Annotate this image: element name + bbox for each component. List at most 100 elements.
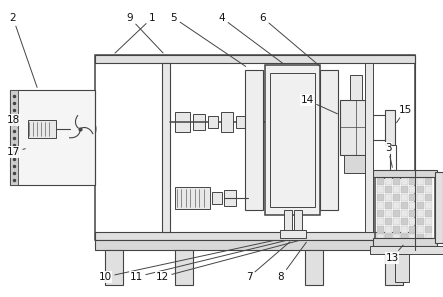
Bar xyxy=(385,234,392,241)
Bar xyxy=(401,194,408,201)
Bar xyxy=(95,232,415,240)
Bar xyxy=(270,73,315,207)
Bar xyxy=(175,187,210,209)
Bar xyxy=(10,90,95,185)
Bar xyxy=(385,226,392,233)
Bar xyxy=(425,234,432,241)
Bar xyxy=(401,210,408,217)
Text: 5: 5 xyxy=(171,13,246,67)
Bar xyxy=(409,226,416,233)
Bar xyxy=(280,230,306,238)
Bar xyxy=(395,254,409,282)
Bar xyxy=(377,234,384,241)
Bar xyxy=(435,172,443,243)
Bar xyxy=(377,178,384,185)
Text: 15: 15 xyxy=(396,105,412,123)
Bar xyxy=(377,218,384,225)
Bar xyxy=(425,226,432,233)
Bar xyxy=(417,234,424,241)
Text: 7: 7 xyxy=(246,242,290,282)
Bar xyxy=(393,226,400,233)
Bar xyxy=(393,210,400,217)
Bar xyxy=(105,250,123,285)
Bar xyxy=(236,116,246,128)
Bar xyxy=(393,178,400,185)
Bar xyxy=(409,218,416,225)
Bar xyxy=(425,210,432,217)
Bar xyxy=(377,226,384,233)
Text: 9: 9 xyxy=(127,13,163,53)
Text: 13: 13 xyxy=(385,245,403,263)
Text: 3: 3 xyxy=(385,143,392,167)
Bar xyxy=(425,186,432,193)
Bar xyxy=(340,100,372,155)
Bar xyxy=(212,192,222,204)
Bar xyxy=(417,218,424,225)
Bar xyxy=(385,178,392,185)
Text: 14: 14 xyxy=(300,95,338,114)
Bar xyxy=(417,194,424,201)
Bar xyxy=(375,175,435,240)
Bar xyxy=(373,238,437,246)
Text: 18: 18 xyxy=(6,115,19,128)
Bar xyxy=(95,240,415,250)
Bar xyxy=(425,218,432,225)
Bar xyxy=(417,178,424,185)
Bar xyxy=(409,210,416,217)
Bar xyxy=(409,178,416,185)
Text: 11: 11 xyxy=(129,241,285,282)
Bar xyxy=(417,186,424,193)
Bar xyxy=(385,110,395,145)
Text: 12: 12 xyxy=(155,241,298,282)
Bar xyxy=(409,202,416,209)
Bar xyxy=(350,75,362,100)
Bar xyxy=(385,250,403,285)
Text: 6: 6 xyxy=(260,13,320,66)
Bar xyxy=(365,63,373,232)
Bar xyxy=(393,234,400,241)
Bar xyxy=(401,186,408,193)
Bar xyxy=(377,210,384,217)
Bar xyxy=(401,234,408,241)
Bar xyxy=(265,65,320,215)
Bar xyxy=(95,55,415,240)
Bar xyxy=(208,116,218,128)
Bar xyxy=(373,170,437,177)
Bar xyxy=(401,178,408,185)
Bar xyxy=(383,170,401,178)
Bar xyxy=(401,202,408,209)
Bar xyxy=(385,186,392,193)
Bar xyxy=(385,202,392,209)
Bar xyxy=(401,218,408,225)
Bar xyxy=(224,190,236,206)
Bar xyxy=(175,250,193,285)
Bar xyxy=(377,194,384,201)
Bar xyxy=(320,70,338,210)
Bar xyxy=(305,250,323,285)
Bar xyxy=(175,112,190,132)
Bar xyxy=(221,112,233,132)
Bar xyxy=(95,55,415,63)
Bar xyxy=(393,202,400,209)
Bar xyxy=(393,186,400,193)
Bar xyxy=(393,218,400,225)
Bar xyxy=(409,234,416,241)
Text: 1: 1 xyxy=(115,13,155,53)
Text: 17: 17 xyxy=(6,147,25,157)
Bar xyxy=(10,90,18,185)
Bar xyxy=(385,194,392,201)
Text: 2: 2 xyxy=(10,13,37,87)
Bar xyxy=(417,202,424,209)
Text: 8: 8 xyxy=(278,242,307,282)
Bar xyxy=(417,226,424,233)
Bar xyxy=(385,218,392,225)
Bar xyxy=(425,202,432,209)
Bar xyxy=(284,210,292,235)
Text: 4: 4 xyxy=(219,13,283,63)
Text: 10: 10 xyxy=(98,241,273,282)
Bar xyxy=(401,226,408,233)
Bar xyxy=(28,120,56,138)
Bar xyxy=(344,155,368,173)
Bar xyxy=(193,114,205,130)
Bar xyxy=(409,194,416,201)
